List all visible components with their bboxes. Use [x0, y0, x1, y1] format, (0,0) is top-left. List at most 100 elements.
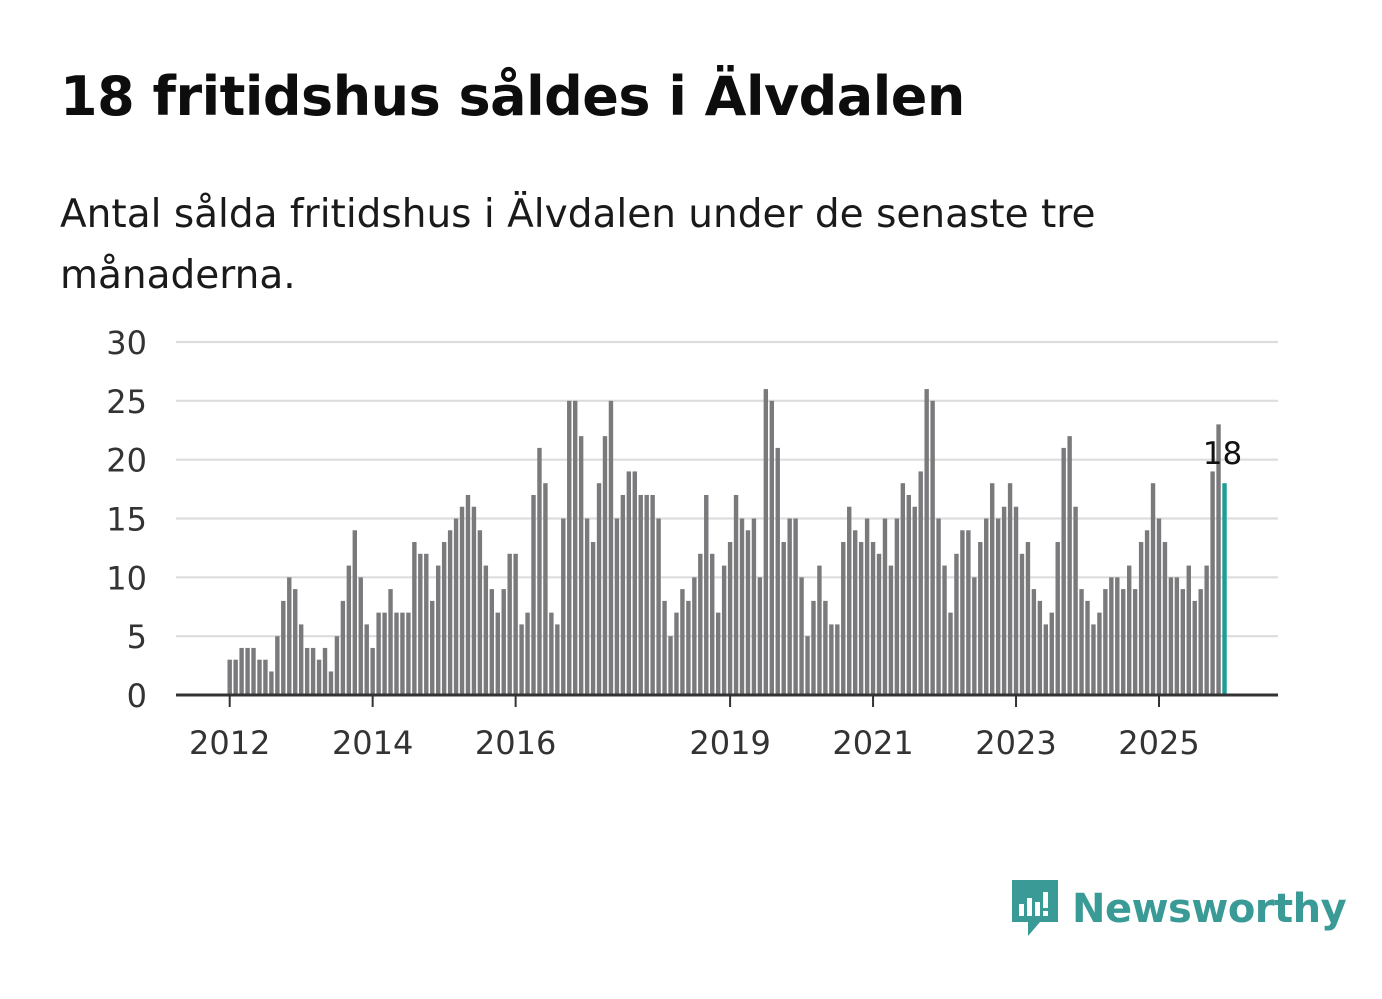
bar: [567, 400, 572, 695]
bar: [930, 400, 935, 695]
bar: [549, 612, 554, 695]
x-tick-label: 2012: [189, 724, 270, 762]
bar: [477, 530, 483, 695]
bar: [698, 553, 703, 695]
bar-highlighted: [1222, 483, 1227, 695]
bar: [1168, 577, 1174, 695]
bar: [924, 389, 929, 695]
bar: [227, 659, 232, 695]
x-tick-label: 2023: [975, 724, 1056, 762]
bar: [406, 612, 411, 695]
bar: [662, 600, 667, 695]
bar: [620, 494, 626, 695]
bar: [275, 636, 280, 695]
bar: [721, 565, 727, 695]
bar: [263, 659, 268, 695]
bar: [710, 553, 715, 695]
bar: [608, 400, 614, 695]
bar: [900, 483, 906, 695]
bar: [757, 577, 763, 695]
bar: [1121, 589, 1126, 695]
x-axis: 2012 2014 2016 2019 2021 2023 2025: [176, 693, 1278, 762]
bar: [888, 565, 894, 695]
bar: [555, 624, 560, 695]
bar: [459, 506, 465, 695]
bar: [733, 494, 739, 695]
bar: [412, 542, 417, 695]
bar: [1192, 600, 1197, 695]
bar: [1115, 577, 1120, 695]
bar: [852, 530, 858, 695]
bar: [1127, 565, 1132, 695]
bar: [489, 589, 495, 695]
bar: [507, 553, 512, 695]
bar: [644, 494, 649, 695]
bar: [447, 530, 453, 695]
bar: [346, 565, 352, 695]
bar: [715, 612, 721, 695]
bar: [841, 542, 846, 695]
bar: [531, 494, 536, 695]
bar: [829, 624, 834, 695]
bar: [281, 600, 286, 695]
bar: [471, 506, 477, 695]
bar: [835, 624, 840, 695]
brand-name: Newsworthy: [1072, 886, 1347, 932]
x-tick-label: 2021: [832, 724, 913, 762]
bar: [978, 542, 983, 695]
y-tick-label: 20: [106, 442, 147, 480]
newsworthy-logo-icon: [1012, 880, 1058, 936]
bar: [1031, 589, 1037, 695]
bar: [769, 400, 774, 695]
bar: [1043, 624, 1049, 695]
bar: [692, 577, 697, 695]
bar: [781, 542, 786, 695]
bar: [823, 600, 828, 695]
bar: [436, 565, 441, 695]
bar: [340, 600, 346, 695]
bar: [739, 518, 745, 695]
bar: [430, 600, 435, 695]
bar: [1091, 624, 1096, 695]
bar: [787, 518, 792, 695]
bar: [680, 589, 685, 695]
bar: [322, 647, 328, 695]
bar: [942, 565, 947, 695]
bar: [501, 589, 506, 695]
bar: [1049, 612, 1054, 695]
bar: [990, 483, 995, 695]
page-title: 18 fritidshus såldes i Älvdalen: [60, 65, 965, 128]
bar: [239, 647, 244, 695]
bar: [775, 447, 780, 695]
bar: [870, 542, 876, 695]
bar: [590, 542, 596, 695]
bar: [960, 530, 965, 695]
bar: [352, 530, 357, 695]
y-tick-label: 15: [106, 501, 147, 539]
bar: [1174, 577, 1180, 695]
bar: [638, 494, 643, 695]
bar: [1007, 483, 1013, 695]
x-tick-label: 2019: [689, 724, 770, 762]
bar: [388, 589, 393, 695]
bar: [1204, 565, 1209, 695]
bar: [424, 553, 429, 695]
bar: [418, 553, 423, 695]
bar: [257, 659, 262, 695]
bar: [602, 436, 608, 695]
x-tick-label: 2025: [1118, 724, 1199, 762]
bar: [1019, 553, 1025, 695]
bar: [894, 518, 900, 695]
bar: [483, 565, 489, 695]
bar: [245, 647, 250, 695]
annotations: 18: [1203, 436, 1242, 472]
bar: [1150, 483, 1156, 695]
bar: [519, 624, 524, 695]
bar: [304, 647, 310, 695]
bar: [269, 671, 274, 695]
bar: [441, 542, 447, 695]
bar: [882, 518, 888, 695]
bar: [561, 518, 566, 695]
bar: [817, 565, 822, 695]
